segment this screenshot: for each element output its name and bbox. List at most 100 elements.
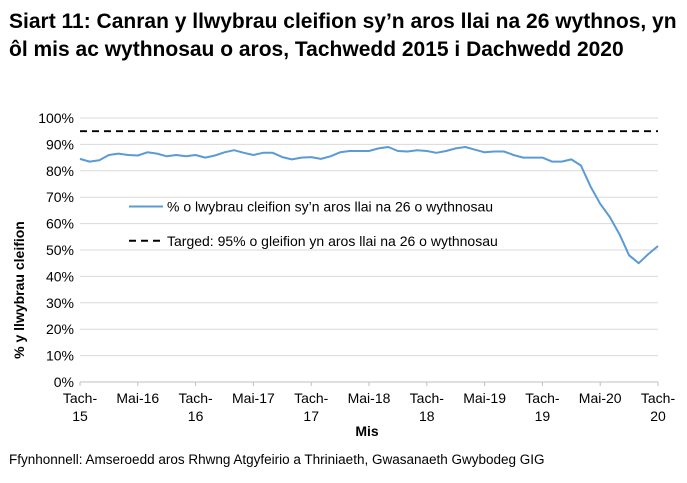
data-point [137,154,139,156]
x-tick-label: Mai-19 [463,390,506,406]
data-point [329,155,331,157]
data-point [522,157,524,159]
x-tick-label: 20 [650,408,666,424]
data-point [358,150,360,152]
x-tick-label: 15 [72,408,88,424]
y-tick-label: 0% [54,374,74,390]
data-point [445,150,447,152]
data-point [243,152,245,154]
x-tick-label: Mai-16 [116,390,159,406]
data-point [349,150,351,152]
source-note: Ffynhonnell: Amseroedd aros Rhwng Atgyfe… [9,452,545,467]
data-point [156,153,158,155]
x-tick-label: Tach- [63,390,98,406]
data-point [368,150,370,152]
data-point [599,203,601,205]
y-tick-label: 70% [46,189,74,205]
data-point [339,151,341,153]
data-point [195,154,197,156]
data-point [233,149,235,151]
legend-item-percent-label: % o lwybrau cleifion sy’n aros llai na 2… [167,198,493,214]
data-point [224,151,226,153]
x-tick-label: Tach- [178,390,213,406]
data-point [320,158,322,160]
data-point [551,161,553,163]
data-point [590,186,592,188]
data-point [513,154,515,156]
y-tick-label: 20% [46,321,74,337]
y-tick-label: 30% [46,295,74,311]
data-point [175,154,177,156]
y-tick-label: 100% [38,110,74,126]
x-tick-label: Mai-17 [232,390,275,406]
data-point [609,216,611,218]
data-point [310,156,312,158]
data-point [79,158,81,160]
data-point [657,245,659,247]
x-tick-label: 19 [535,408,551,424]
data-point [146,151,148,153]
x-tick-label: Mai-18 [348,390,391,406]
data-point [166,155,168,157]
data-point [272,152,274,154]
data-point [628,254,630,256]
data-point [455,147,457,149]
data-point [387,146,389,148]
x-tick-label: Tach- [410,390,445,406]
data-point [98,159,100,161]
series-line-percent [79,146,659,265]
data-point [397,150,399,152]
data-point [580,165,582,167]
legend: % o lwybrau cleifion sy’n aros llai na 2… [129,198,498,249]
data-point [618,233,620,235]
data-point [127,154,129,156]
data-point [291,158,293,160]
x-tick-label: 17 [303,408,319,424]
x-tick-label: Mai-20 [579,390,622,406]
data-point [108,154,110,156]
x-tick-label: 18 [419,408,435,424]
data-point [638,262,640,264]
data-point [301,157,303,159]
data-point [262,152,264,154]
data-point [503,151,505,153]
data-point [252,154,254,156]
data-point [647,253,649,255]
y-tick-label: 80% [46,163,74,179]
x-tick-label: Tach- [294,390,329,406]
data-point [407,151,409,153]
data-point [185,155,187,157]
data-point [89,161,91,163]
axes: 0% 10% 20% 30% 40% 50% 60% 70% 80% 90% 100% Tach- 15… [38,110,675,424]
data-point [561,161,563,163]
data-point [474,149,476,151]
x-axis-label: Mis [355,423,379,439]
y-tick-label: 60% [46,216,74,232]
data-point [541,157,543,159]
y-tick-label: 90% [46,136,74,152]
x-tick-label: 16 [188,408,204,424]
data-point [570,158,572,160]
y-tick-label: 10% [46,348,74,364]
series-lines [79,130,659,265]
data-point [493,151,495,153]
y-axis-label: % y llwybrau cleifion [11,221,27,359]
legend-item-target-label: Targed: 95% o gleifion yn aros llai na 2… [167,233,498,249]
y-tick-label: 50% [46,242,74,258]
y-tick-label: 40% [46,268,74,284]
data-point [281,156,283,158]
chart-title: Siart 11: Canran y llwybrau cleifion sy’… [9,10,677,61]
data-point [378,147,380,149]
data-point [426,150,428,152]
gridlines [80,117,658,383]
data-point [464,146,466,148]
data-point [484,151,486,153]
data-point [532,157,534,159]
data-point [204,157,206,159]
data-point [435,152,437,154]
data-point [214,154,216,156]
data-point [416,149,418,151]
x-tick-label: Tach- [525,390,560,406]
x-tick-label: Tach- [641,390,676,406]
